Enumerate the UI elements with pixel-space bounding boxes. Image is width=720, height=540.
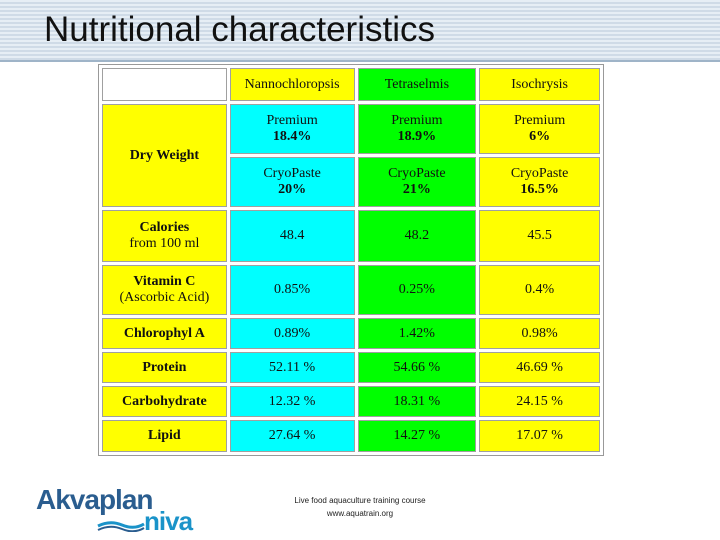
premium-label: Premium bbox=[513, 113, 566, 128]
cell-chlorophyl-tetraselmis: 1.42% bbox=[357, 318, 477, 349]
cell-vitamin-c-tetraselmis: 0.25% bbox=[357, 265, 477, 315]
cell-protein-isochrysis: 46.69 % bbox=[479, 352, 600, 383]
cell-carbohydrate-tetraselmis: 18.31 % bbox=[357, 386, 477, 417]
row-label-lipid: Lipid bbox=[102, 420, 227, 452]
vitamin-c-label-line2: (Ascorbic Acid) bbox=[119, 290, 210, 305]
cell-premium-nannochloropsis: Premium 18.4% bbox=[229, 104, 355, 154]
title-band bbox=[0, 0, 720, 60]
cryopaste-value: 20% bbox=[278, 182, 307, 197]
table-header-row: Nannochloropsis Tetraselmis Isochrysis bbox=[102, 68, 600, 101]
table-row-vitamin-c: Vitamin C (Ascorbic Acid) 0.85% 0.25% 0.… bbox=[102, 265, 600, 315]
cell-cryopaste-isochrysis: CryoPaste 16.5% bbox=[479, 157, 600, 207]
cell-vitamin-c-nannochloropsis: 0.85% bbox=[229, 265, 355, 315]
nutrition-table-container: Nannochloropsis Tetraselmis Isochrysis D… bbox=[98, 64, 604, 456]
footer-url: www.aquatrain.org bbox=[326, 509, 394, 518]
cell-lipid-nannochloropsis: 27.64 % bbox=[229, 420, 355, 452]
cell-carbohydrate-nannochloropsis: 12.32 % bbox=[229, 386, 355, 417]
cell-calories-nannochloropsis: 48.4 bbox=[229, 210, 355, 262]
vitamin-c-label-line1: Vitamin C bbox=[133, 274, 196, 289]
cell-calories-tetraselmis: 48.2 bbox=[357, 210, 477, 262]
cryopaste-value: 16.5% bbox=[520, 182, 559, 197]
logo-word-niva: niva bbox=[144, 506, 193, 536]
premium-label: Premium bbox=[266, 113, 318, 128]
table-row-protein: Protein 52.11 % 54.66 % 46.69 % bbox=[102, 352, 600, 383]
slide-footer: Live food aquaculture training course ww… bbox=[260, 494, 460, 520]
table-row-dry-weight-premium: Dry Weight Premium 18.4% Premium 18.9% P… bbox=[102, 104, 600, 207]
premium-value: 6% bbox=[529, 129, 551, 144]
header-nannochloropsis: Nannochloropsis bbox=[229, 68, 355, 101]
nutrition-table: Nannochloropsis Tetraselmis Isochrysis D… bbox=[98, 64, 604, 456]
title-divider bbox=[0, 60, 720, 62]
premium-label: Premium bbox=[391, 113, 443, 128]
row-label-protein: Protein bbox=[102, 352, 227, 383]
cell-protein-tetraselmis: 54.66 % bbox=[357, 352, 477, 383]
table-row-carbohydrate: Carbohydrate 12.32 % 18.31 % 24.15 % bbox=[102, 386, 600, 417]
header-corner-cell bbox=[102, 68, 227, 101]
table-row-lipid: Lipid 27.64 % 14.27 % 17.07 % bbox=[102, 420, 600, 452]
row-label-carbohydrate: Carbohydrate bbox=[102, 386, 227, 417]
cell-chlorophyl-isochrysis: 0.98% bbox=[479, 318, 600, 349]
premium-value: 18.9% bbox=[397, 129, 437, 144]
calories-label-line1: Calories bbox=[139, 220, 190, 235]
header-isochrysis: Isochrysis bbox=[479, 68, 600, 101]
premium-value: 18.4% bbox=[272, 129, 312, 144]
cryopaste-label: CryoPaste bbox=[263, 166, 321, 181]
cell-carbohydrate-isochrysis: 24.15 % bbox=[479, 386, 600, 417]
cell-cryopaste-nannochloropsis: CryoPaste 20% bbox=[229, 157, 355, 207]
row-label-chlorophyl-a: Chlorophyl A bbox=[102, 318, 227, 349]
row-label-vitamin-c: Vitamin C (Ascorbic Acid) bbox=[102, 265, 227, 315]
header-tetraselmis: Tetraselmis bbox=[357, 68, 477, 101]
slide-title: Nutritional characteristics bbox=[44, 10, 435, 49]
cell-chlorophyl-nannochloropsis: 0.89% bbox=[229, 318, 355, 349]
cryopaste-label: CryoPaste bbox=[510, 166, 569, 181]
cell-premium-tetraselmis: Premium 18.9% bbox=[357, 104, 477, 154]
cell-lipid-tetraselmis: 14.27 % bbox=[357, 420, 477, 452]
cryopaste-label: CryoPaste bbox=[388, 166, 446, 181]
cryopaste-value: 21% bbox=[402, 182, 431, 197]
logo-word-akvaplan: Akvaplan bbox=[36, 484, 153, 515]
row-label-calories: Calories from 100 ml bbox=[102, 210, 227, 262]
cell-cryopaste-tetraselmis: CryoPaste 21% bbox=[357, 157, 477, 207]
cell-protein-nannochloropsis: 52.11 % bbox=[229, 352, 355, 383]
cell-premium-isochrysis: Premium 6% bbox=[479, 104, 600, 154]
table-row-dry-weight-cryopaste: CryoPaste 20% CryoPaste 21% CryoPaste 16… bbox=[102, 157, 600, 207]
logo-swoosh-icon bbox=[97, 521, 145, 532]
cell-vitamin-c-isochrysis: 0.4% bbox=[479, 265, 600, 315]
footer-course-text: Live food aquaculture training course bbox=[294, 496, 426, 505]
cell-calories-isochrysis: 45.5 bbox=[479, 210, 600, 262]
table-row-chlorophyl-a: Chlorophyl A 0.89% 1.42% 0.98% bbox=[102, 318, 600, 349]
row-label-dry-weight: Dry Weight bbox=[102, 104, 227, 207]
cell-lipid-isochrysis: 17.07 % bbox=[479, 420, 600, 452]
akvaplan-niva-logo: Akvaplan niva bbox=[36, 484, 196, 536]
table-row-calories: Calories from 100 ml 48.4 48.2 45.5 bbox=[102, 210, 600, 262]
calories-label-line2: from 100 ml bbox=[129, 236, 200, 251]
